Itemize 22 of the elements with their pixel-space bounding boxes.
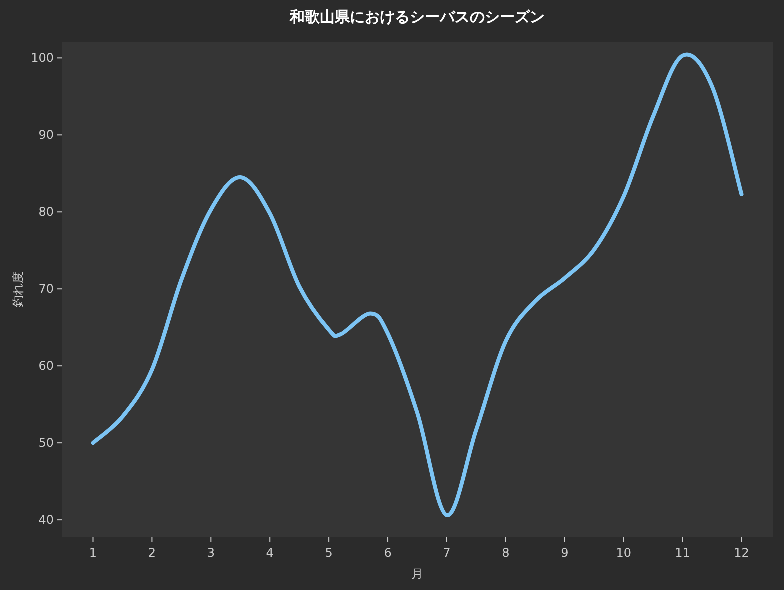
x-tick-label: 10 (616, 546, 632, 560)
x-tick-label: 6 (384, 546, 392, 560)
x-tick-label: 4 (266, 546, 274, 560)
x-axis-title: 月 (412, 567, 424, 581)
y-tick-label: 90 (38, 128, 54, 142)
y-tick-label: 50 (38, 436, 54, 450)
x-tick-label: 1 (89, 546, 98, 560)
x-tick-label: 12 (734, 546, 750, 560)
chart-title: 和歌山県におけるシーバスのシーズン (289, 8, 545, 26)
x-tick-label: 3 (207, 546, 215, 560)
y-tick-label: 40 (38, 513, 54, 528)
x-tick-label: 5 (325, 546, 333, 560)
x-tick-label: 11 (675, 546, 690, 560)
x-tick-label: 7 (443, 546, 451, 560)
y-axis-title: 釣れ度 (11, 272, 25, 308)
y-tick-label: 60 (38, 359, 54, 374)
y-tick-label: 100 (31, 51, 54, 66)
x-tick-label: 8 (502, 546, 510, 560)
x-tick-label: 2 (148, 546, 156, 560)
y-tick-label: 80 (38, 205, 54, 220)
y-tick-label: 70 (38, 282, 54, 296)
x-tick-label: 9 (561, 546, 569, 560)
